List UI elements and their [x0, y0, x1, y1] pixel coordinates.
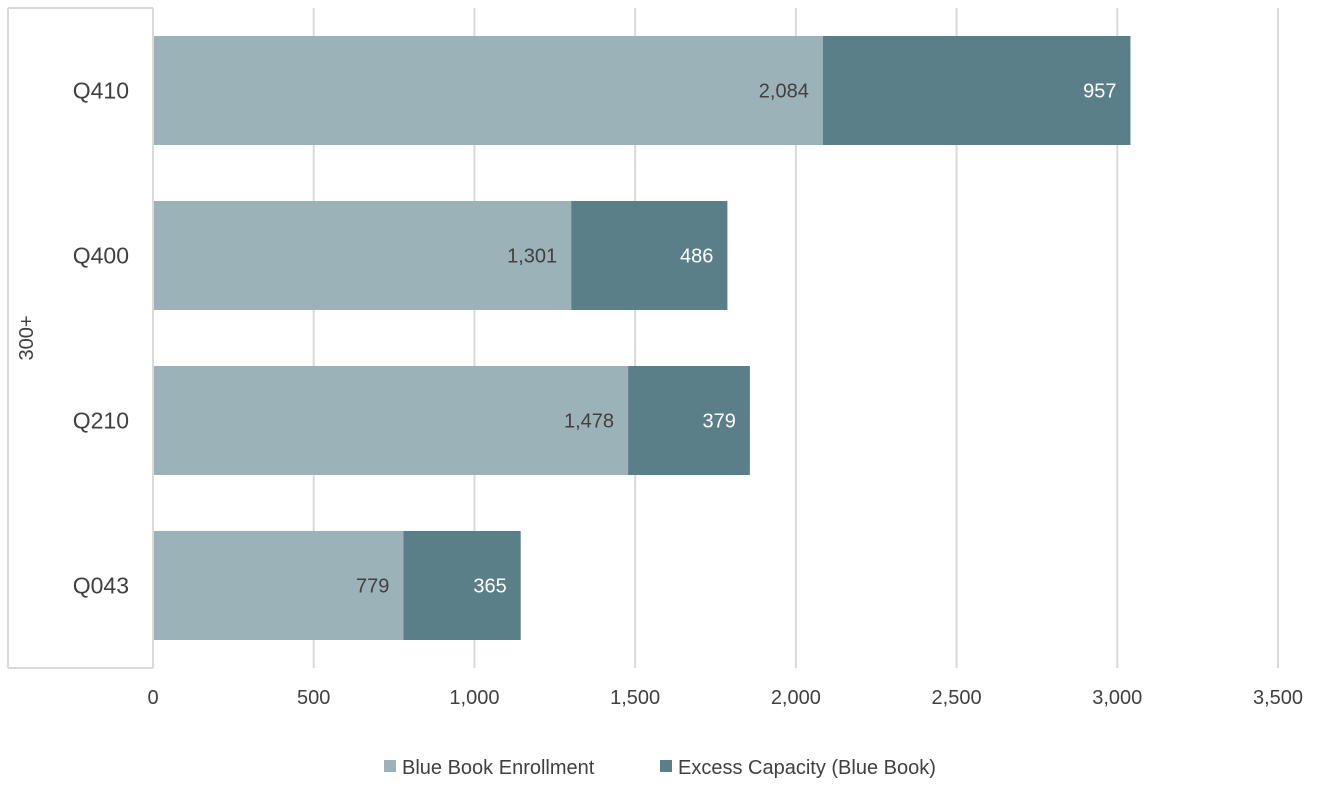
- data-label-q043-series-1: 365: [473, 576, 506, 598]
- legend-label-series-1: Excess Capacity (Blue Book): [678, 757, 936, 779]
- x-tick-label-3000: 3,000: [1092, 687, 1142, 709]
- legend-label-series-0: Blue Book Enrollment: [402, 757, 595, 779]
- labels: 2,084 957 Q410 1,301 486 Q400 1,478 379 Q210 779 3…: [16, 78, 1303, 710]
- x-tick-label-2000: 2,000: [771, 687, 821, 709]
- x-tick-label-1500: 1,500: [610, 687, 660, 709]
- legend-swatch-series-1: [660, 760, 672, 772]
- group-label: 300+: [16, 315, 38, 360]
- bar-q210-series-1: [628, 366, 750, 475]
- bar-q410-series-1: [822, 36, 1131, 145]
- legend-swatch-series-0: [384, 760, 396, 772]
- bar-q043-series-1: [403, 531, 521, 640]
- bar-q400-series-1: [571, 201, 728, 310]
- bar-q410-series-0: [153, 36, 823, 145]
- bar-q400-series-0: [153, 201, 572, 310]
- x-tick-label-500: 500: [297, 687, 330, 709]
- data-label-q410-series-0: 2,084: [759, 81, 809, 103]
- category-label-q043: Q043: [73, 573, 129, 599]
- data-label-q400-series-1: 486: [680, 246, 713, 268]
- bar-q210-series-0: [153, 366, 629, 475]
- x-tick-label-3500: 3,500: [1253, 687, 1303, 709]
- data-label-q210-series-0: 1,478: [564, 411, 614, 433]
- bars: [153, 36, 1131, 640]
- x-tick-label-2500: 2,500: [932, 687, 982, 709]
- category-label-q210: Q210: [73, 408, 129, 434]
- category-label-q400: Q400: [73, 243, 129, 269]
- data-label-q410-series-1: 957: [1083, 81, 1116, 103]
- x-tick-label-1000: 1,000: [449, 687, 499, 709]
- data-label-q400-series-0: 1,301: [507, 246, 557, 268]
- bar-q043-series-0: [153, 531, 404, 640]
- legend: Blue Book Enrollment Excess Capacity (Blu…: [384, 757, 936, 779]
- category-label-q410: Q410: [73, 78, 129, 104]
- data-label-q210-series-1: 379: [703, 411, 736, 433]
- x-tick-label-0: 0: [147, 687, 158, 709]
- axes: [7, 7, 154, 669]
- data-label-q043-series-0: 779: [356, 576, 389, 598]
